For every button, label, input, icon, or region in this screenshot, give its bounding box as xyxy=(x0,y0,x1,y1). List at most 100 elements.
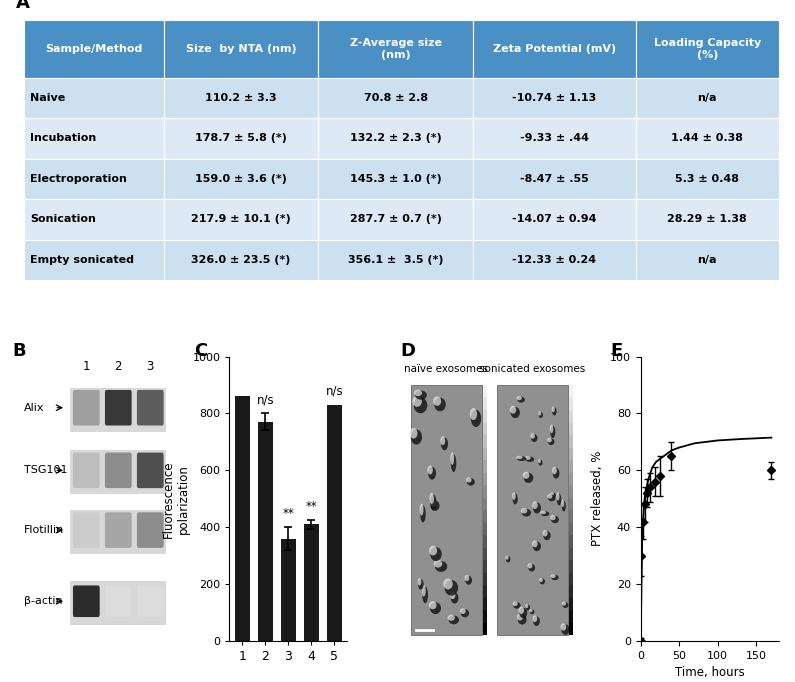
Text: Electroporation: Electroporation xyxy=(30,174,126,184)
Bar xyxy=(318,240,473,280)
Text: Flotillin: Flotillin xyxy=(24,525,64,535)
Ellipse shape xyxy=(512,492,516,500)
Bar xyxy=(483,573,487,585)
Ellipse shape xyxy=(550,492,554,496)
Ellipse shape xyxy=(413,397,427,413)
Bar xyxy=(318,118,473,159)
Bar xyxy=(164,78,318,118)
Ellipse shape xyxy=(431,501,440,511)
Ellipse shape xyxy=(422,585,426,597)
Ellipse shape xyxy=(413,396,422,407)
Bar xyxy=(24,159,164,199)
Y-axis label: PTX released, %: PTX released, % xyxy=(591,451,604,546)
FancyBboxPatch shape xyxy=(105,512,132,548)
Text: 159.0 ± 3.6 (*): 159.0 ± 3.6 (*) xyxy=(195,174,287,184)
Bar xyxy=(258,422,273,641)
Ellipse shape xyxy=(540,511,546,514)
Ellipse shape xyxy=(510,406,516,414)
Ellipse shape xyxy=(415,391,427,400)
Bar xyxy=(569,435,573,447)
Text: -12.33 ± 0.24: -12.33 ± 0.24 xyxy=(512,255,596,265)
Ellipse shape xyxy=(553,407,556,415)
Ellipse shape xyxy=(531,434,537,442)
Ellipse shape xyxy=(525,604,528,608)
Ellipse shape xyxy=(562,501,566,512)
Bar xyxy=(635,118,779,159)
Bar xyxy=(235,396,250,641)
Ellipse shape xyxy=(518,397,525,402)
Ellipse shape xyxy=(460,608,466,614)
Bar xyxy=(569,498,573,510)
Ellipse shape xyxy=(429,467,436,479)
Bar xyxy=(483,535,487,548)
Ellipse shape xyxy=(551,493,556,498)
Ellipse shape xyxy=(533,542,541,551)
Ellipse shape xyxy=(465,576,472,584)
Bar xyxy=(473,159,635,199)
Ellipse shape xyxy=(523,472,529,479)
Ellipse shape xyxy=(510,407,520,418)
Bar xyxy=(635,20,779,78)
Bar xyxy=(569,410,573,423)
Ellipse shape xyxy=(552,406,555,412)
Ellipse shape xyxy=(470,408,477,420)
Bar xyxy=(483,560,487,573)
Ellipse shape xyxy=(522,509,531,516)
Ellipse shape xyxy=(506,556,510,563)
Ellipse shape xyxy=(513,602,518,606)
Text: 326.0 ± 23.5 (*): 326.0 ± 23.5 (*) xyxy=(192,255,291,265)
Bar xyxy=(164,159,318,199)
FancyBboxPatch shape xyxy=(73,453,99,488)
Bar xyxy=(569,610,573,623)
FancyBboxPatch shape xyxy=(73,585,99,617)
Text: Alix: Alix xyxy=(24,403,45,413)
Ellipse shape xyxy=(533,615,537,622)
Ellipse shape xyxy=(420,503,424,516)
Ellipse shape xyxy=(421,505,425,522)
Text: Z-Average size
(nm): Z-Average size (nm) xyxy=(350,38,442,60)
Bar xyxy=(483,423,487,435)
Ellipse shape xyxy=(413,389,422,396)
Ellipse shape xyxy=(448,614,455,621)
Ellipse shape xyxy=(517,614,523,621)
Ellipse shape xyxy=(539,412,543,418)
Ellipse shape xyxy=(533,503,541,514)
Ellipse shape xyxy=(532,501,537,509)
Text: naïve exosomes: naïve exosomes xyxy=(404,364,487,374)
Ellipse shape xyxy=(548,439,554,445)
Ellipse shape xyxy=(538,411,541,415)
Text: β-actin: β-actin xyxy=(24,596,63,606)
Ellipse shape xyxy=(560,623,566,631)
Ellipse shape xyxy=(561,625,569,635)
Bar xyxy=(569,522,573,535)
Ellipse shape xyxy=(528,563,533,569)
Bar xyxy=(569,510,573,522)
Ellipse shape xyxy=(417,578,421,585)
Bar xyxy=(164,118,318,159)
Bar xyxy=(473,118,635,159)
Ellipse shape xyxy=(464,575,469,581)
Ellipse shape xyxy=(430,500,436,507)
Bar xyxy=(483,460,487,473)
Bar xyxy=(569,460,573,473)
Ellipse shape xyxy=(525,456,531,460)
Text: -8.47 ± .55: -8.47 ± .55 xyxy=(520,174,589,184)
Ellipse shape xyxy=(451,593,459,604)
Text: n/s: n/s xyxy=(326,385,343,398)
Ellipse shape xyxy=(548,494,556,501)
Bar xyxy=(483,510,487,522)
Bar xyxy=(473,199,635,240)
Text: 5.3 ± 0.48: 5.3 ± 0.48 xyxy=(675,174,739,184)
Text: Naive: Naive xyxy=(30,93,65,103)
Bar xyxy=(635,159,779,199)
Ellipse shape xyxy=(543,531,551,540)
Bar xyxy=(318,20,473,78)
Ellipse shape xyxy=(530,433,535,439)
Bar xyxy=(498,385,568,636)
Bar xyxy=(569,585,573,598)
Text: **: ** xyxy=(305,500,317,513)
Bar xyxy=(483,410,487,423)
Bar xyxy=(569,548,573,560)
Text: Sample/Method: Sample/Method xyxy=(45,44,142,54)
Ellipse shape xyxy=(428,466,432,475)
